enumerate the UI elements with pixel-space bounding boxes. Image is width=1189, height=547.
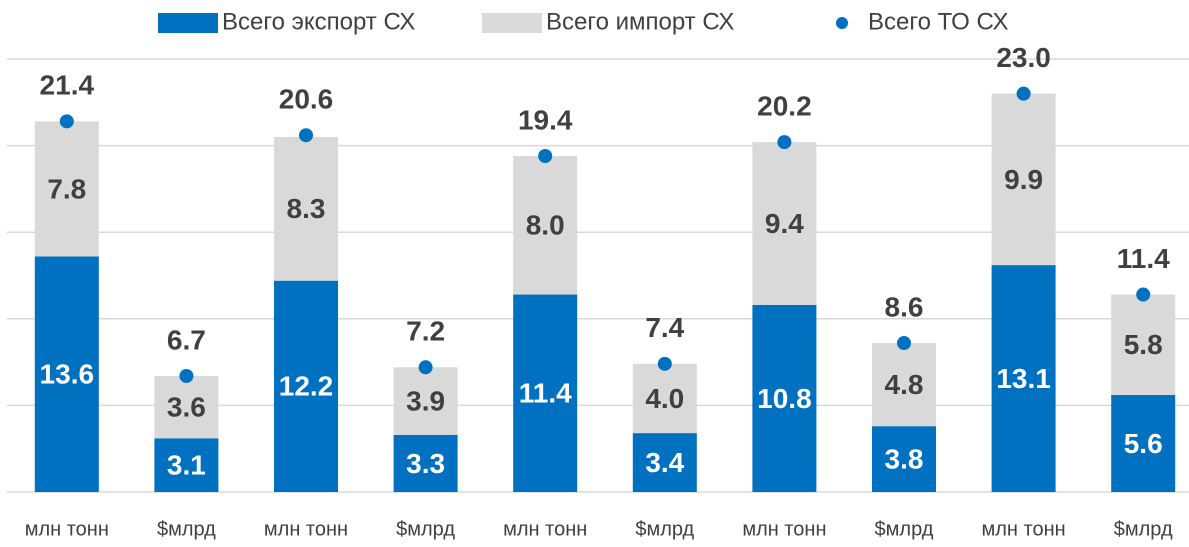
value-label: 5.8 bbox=[1124, 329, 1163, 360]
value-label: 11.4 bbox=[519, 378, 572, 409]
x-tick-label: $млрд bbox=[875, 518, 934, 540]
x-tick-label: млн тонн bbox=[264, 518, 348, 540]
value-label: 3.9 bbox=[406, 385, 445, 416]
value-label: 13.6 bbox=[40, 359, 95, 390]
x-tick-label: $млрд bbox=[396, 518, 455, 540]
value-label: 3.6 bbox=[167, 392, 206, 423]
legend-label: Всего экспорт СХ bbox=[222, 8, 415, 35]
value-label: 8.0 bbox=[526, 210, 565, 241]
value-label: 5.6 bbox=[1124, 428, 1163, 459]
bar-segment bbox=[513, 294, 578, 492]
total-dot bbox=[777, 135, 792, 150]
total-dot bbox=[418, 360, 433, 375]
bar-segment bbox=[154, 375, 219, 439]
legend-swatch bbox=[158, 13, 218, 33]
legend-marker bbox=[836, 17, 848, 29]
bar-segment bbox=[872, 343, 936, 427]
total-dot bbox=[1016, 86, 1031, 101]
x-tick-label: млн тонн bbox=[25, 518, 109, 540]
value-label: 3.8 bbox=[885, 443, 924, 474]
total-label: 7.2 bbox=[406, 316, 445, 347]
total-label: 23.0 bbox=[996, 42, 1051, 73]
total-label: 20.2 bbox=[757, 91, 812, 122]
x-tick-label: млн тонн bbox=[503, 518, 587, 540]
bar-segment bbox=[752, 142, 817, 305]
total-label: 7.4 bbox=[645, 312, 684, 343]
total-dot bbox=[1136, 287, 1151, 302]
value-label: 3.4 bbox=[645, 447, 684, 478]
value-label: 4.0 bbox=[645, 383, 684, 414]
bar-segment bbox=[632, 433, 697, 492]
legend-label: Всего ТО СХ bbox=[868, 8, 1009, 35]
total-label: 19.4 bbox=[518, 104, 573, 135]
total-dot bbox=[538, 148, 553, 163]
x-tick-label: млн тонн bbox=[982, 518, 1066, 540]
total-dot bbox=[897, 336, 911, 351]
total-dot bbox=[299, 128, 313, 143]
bar-segment bbox=[274, 280, 338, 492]
total-dot bbox=[179, 368, 194, 383]
total-label: 11.4 bbox=[1117, 243, 1170, 274]
bar-segment bbox=[154, 438, 219, 492]
bar-segment bbox=[991, 265, 1056, 492]
bar-segment bbox=[872, 426, 936, 492]
value-label: 4.8 bbox=[885, 369, 924, 400]
legend-label: Всего импорт СХ bbox=[546, 8, 734, 35]
total-label: 20.6 bbox=[279, 84, 334, 115]
value-label: 9.9 bbox=[1004, 164, 1043, 195]
bar-segment bbox=[393, 367, 458, 435]
total-label: 6.7 bbox=[167, 324, 206, 355]
bar-segment bbox=[1111, 395, 1176, 492]
total-label: 21.4 bbox=[40, 70, 95, 101]
bar-segment bbox=[1111, 294, 1176, 396]
value-label: 13.1 bbox=[996, 363, 1051, 394]
value-label: 7.8 bbox=[47, 173, 86, 204]
bar-segment bbox=[632, 363, 697, 434]
total-dot bbox=[657, 356, 672, 371]
value-label: 3.3 bbox=[406, 448, 445, 479]
x-tick-label: $млрд bbox=[157, 518, 216, 540]
x-tick-label: $млрд bbox=[635, 518, 694, 540]
bar-segment bbox=[393, 434, 458, 492]
value-label: 12.2 bbox=[279, 371, 334, 402]
value-label: 8.3 bbox=[287, 193, 326, 224]
legend-swatch bbox=[482, 13, 542, 33]
value-label: 9.4 bbox=[765, 208, 804, 239]
total-label: 8.6 bbox=[885, 291, 924, 322]
value-label: 3.1 bbox=[167, 450, 206, 481]
total-dot bbox=[59, 114, 74, 129]
value-label: 10.8 bbox=[757, 383, 812, 414]
x-tick-label: $млрд bbox=[1114, 518, 1173, 540]
bar-segment bbox=[34, 121, 99, 257]
bar-segment bbox=[34, 256, 99, 492]
bar-segment bbox=[752, 304, 817, 492]
bar-segment bbox=[513, 155, 578, 295]
bar-segment bbox=[274, 136, 338, 281]
bar-segment bbox=[991, 93, 1056, 266]
x-tick-label: млн тонн bbox=[742, 518, 826, 540]
